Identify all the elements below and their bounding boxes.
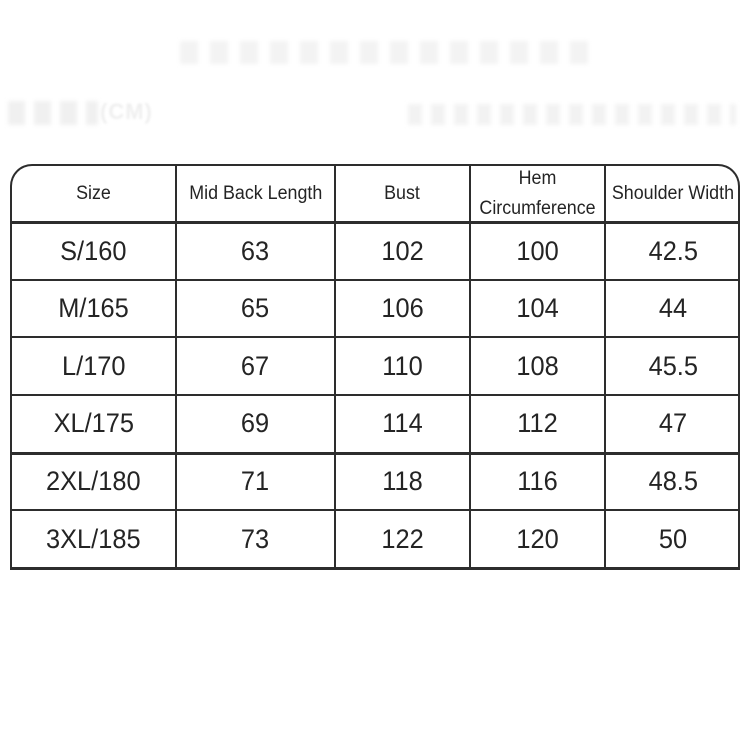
table-cell: S/160 bbox=[12, 221, 177, 279]
size-chart-table: Size Mid Back Length Bust Hem Circumfere… bbox=[10, 164, 740, 570]
table-cell: 102 bbox=[336, 221, 471, 279]
size-chart-grid: Size Mid Back Length Bust Hem Circumfere… bbox=[12, 166, 740, 567]
table-cell: 48.5 bbox=[606, 451, 740, 510]
table-cell: 69 bbox=[177, 394, 336, 452]
watermark-unit-label: (CM) bbox=[100, 99, 153, 124]
table-cell: L/170 bbox=[12, 336, 177, 394]
table-cell: 106 bbox=[336, 278, 471, 337]
table-cell: M/165 bbox=[12, 278, 177, 337]
table-cell: 67 bbox=[177, 336, 336, 394]
watermark-right bbox=[408, 104, 736, 125]
table-cell: 44 bbox=[606, 278, 740, 337]
header-cell-size: Size bbox=[12, 166, 177, 221]
table-cell: 73 bbox=[177, 509, 336, 567]
table-cell: 116 bbox=[471, 451, 606, 510]
table-cell: 47 bbox=[606, 394, 740, 452]
table-cell: 65 bbox=[177, 278, 336, 337]
table-cell: 45.5 bbox=[606, 336, 740, 394]
table-cell: 2XL/180 bbox=[12, 451, 177, 510]
table-cell: 71 bbox=[177, 451, 336, 510]
watermark-top bbox=[180, 41, 590, 64]
header-cell-shoulder-width: Shoulder Width bbox=[611, 182, 735, 204]
table-cell: 114 bbox=[336, 394, 471, 452]
header-cell-bust: Bust bbox=[336, 166, 471, 221]
table-cell: 100 bbox=[471, 221, 606, 279]
table-cell: 112 bbox=[471, 394, 606, 452]
table-cell: 42.5 bbox=[606, 221, 740, 279]
table-cell: 63 bbox=[177, 221, 336, 279]
table-cell: 120 bbox=[471, 509, 606, 567]
table-cell: 108 bbox=[471, 336, 606, 394]
watermark-left bbox=[8, 101, 98, 125]
table-cell: 50 bbox=[606, 509, 740, 567]
header-cell-mid-back-length: Mid Back Length bbox=[177, 166, 336, 221]
table-cell: XL/175 bbox=[12, 394, 177, 452]
table-cell: 104 bbox=[471, 278, 606, 337]
header-cell-hem-circumference: Hem Circumference bbox=[471, 166, 606, 221]
table-cell: 118 bbox=[336, 451, 471, 510]
table-cell: 110 bbox=[336, 336, 471, 394]
table-cell: 3XL/185 bbox=[12, 509, 177, 567]
table-cell: 122 bbox=[336, 509, 471, 567]
